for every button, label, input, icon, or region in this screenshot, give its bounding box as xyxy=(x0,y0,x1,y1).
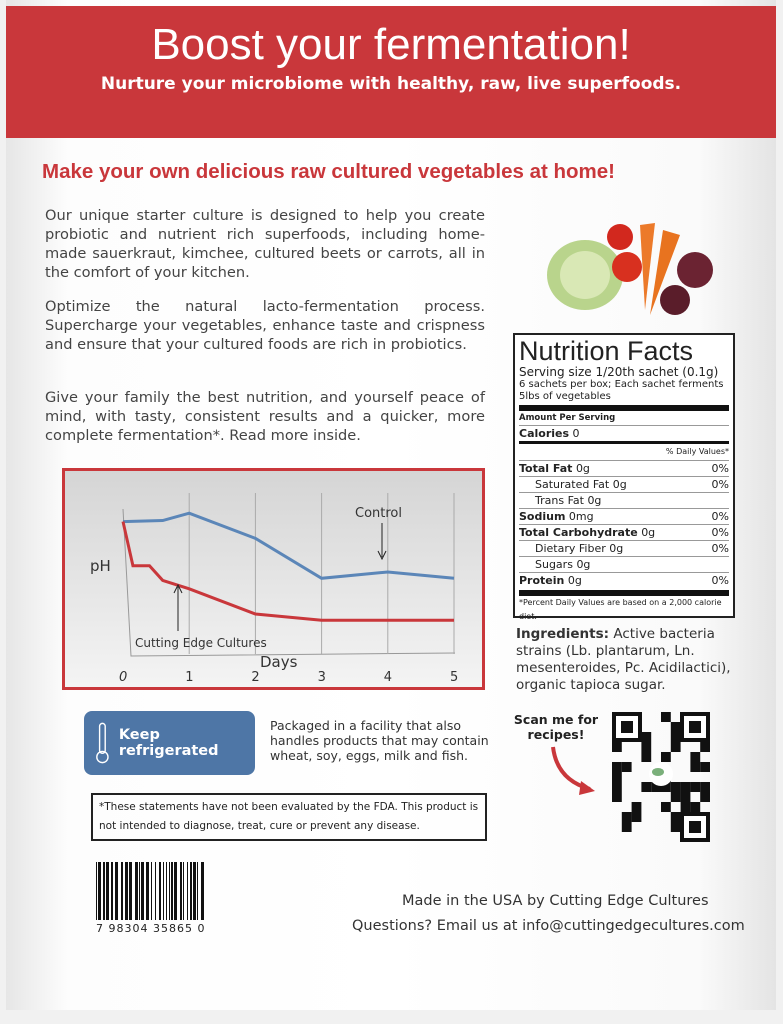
nutrient-label: Saturated Fat xyxy=(535,478,610,491)
nutrient-dv: 0% xyxy=(711,510,729,523)
nutrient-label: Sodium xyxy=(519,510,566,523)
nutrition-row: Total Fat 0g 0% xyxy=(519,460,729,476)
thermometer-icon xyxy=(96,722,109,764)
keep-refrigerated-badge: Keep refrigerated xyxy=(84,711,255,775)
paragraph: Our unique starter culture is designed t… xyxy=(45,207,485,281)
nutrition-title: Nutrition Facts xyxy=(519,336,694,366)
cec-arrow xyxy=(173,583,183,631)
allergen-statement: Packaged in a facility that also handles… xyxy=(270,718,489,763)
nutrient-value: 0g xyxy=(567,574,582,587)
ingredients-label: Ingredients: xyxy=(516,626,610,642)
x-tick-label: 4 xyxy=(384,670,392,685)
nutrition-row: Saturated Fat 0g 0% xyxy=(519,476,729,492)
series-label-cutting-edge: Cutting Edge Cultures xyxy=(135,636,267,650)
nutrient-dv: 0% xyxy=(711,526,729,539)
paragraph: Give your family the best nutrition, and… xyxy=(45,389,485,444)
control-arrow xyxy=(377,523,387,561)
made-in: Made in the USA by Cutting Edge Cultures xyxy=(402,893,709,909)
red-arrow-icon xyxy=(551,746,595,795)
nutrient-label: Sugars xyxy=(535,558,573,571)
qr-code[interactable] xyxy=(612,712,710,842)
nutrient-value: 0g xyxy=(575,462,590,475)
x-axis-label: Days xyxy=(260,653,298,671)
nutrient-label: Total Carbohydrate xyxy=(519,526,638,539)
amount-per-serving: Amount Per Serving xyxy=(519,405,729,425)
vegetables-image xyxy=(547,223,713,315)
ingredients-text: Active bacteria strains (Lb. plantarum, … xyxy=(516,626,731,693)
nutrition-row: Sugars 0g xyxy=(519,556,729,572)
nutrient-value: 0g xyxy=(612,478,627,491)
nutrient-label: Dietary Fiber xyxy=(535,542,606,555)
nutrition-row: Sodium 0mg 0% xyxy=(519,508,729,524)
banner: Boost your fermentation! Nurture your mi… xyxy=(6,6,776,138)
x-tick-label: 1 xyxy=(185,670,193,685)
nutrient-label: Trans Fat xyxy=(535,494,584,507)
nutrition-row: Dietary Fiber 0g 0% xyxy=(519,540,729,556)
x-tick-label: 2 xyxy=(251,670,259,685)
headline: Make your own delicious raw cultured veg… xyxy=(42,160,616,183)
nutrient-value: 0g xyxy=(587,494,602,507)
scan-prompt: Scan me for recipes! xyxy=(513,712,599,742)
y-axis-label: pH xyxy=(90,557,111,575)
ph-chart: pH Days 0 1 2 3 4 5 Control Cutting Edge Cult… xyxy=(62,468,485,690)
nutrition-row: Trans Fat 0g xyxy=(519,492,729,508)
ingredients: Ingredients: Active bacteria strains (Lb… xyxy=(516,626,741,694)
x-tick-label: 5 xyxy=(450,670,458,685)
nutrition-facts: Nutrition Facts Serving size 1/20th sach… xyxy=(513,333,735,621)
nutrient-value: 0mg xyxy=(568,510,594,523)
nutrition-row: Total Carbohydrate 0g 0% xyxy=(519,524,729,540)
calories-value: 0 xyxy=(572,427,580,440)
series-line-cutting-edge-cultures xyxy=(121,521,454,622)
nutrient-value: 0g xyxy=(609,542,624,555)
nutrient-value: 0g xyxy=(641,526,656,539)
nutrient-dv: 0% xyxy=(711,574,729,587)
nutrient-dv: 0% xyxy=(711,462,729,475)
dv-header: % Daily Values* xyxy=(519,441,729,460)
barcode-digits: 7 98304 35865 0 xyxy=(96,922,206,935)
nutrient-value: 0g xyxy=(576,558,591,571)
nutrition-row: Protein 0g 0% xyxy=(519,572,729,588)
contact-email[interactable]: Questions? Email us at info@cuttingedgec… xyxy=(352,918,745,934)
x-tick-label: 0 xyxy=(119,670,127,685)
paragraph: Optimize the natural lacto-fermentation … xyxy=(45,298,485,353)
serving-size: Serving size 1/20th sachet (0.1g) xyxy=(519,365,719,379)
nutrient-dv: 0% xyxy=(711,478,729,491)
calories-label: Calories xyxy=(519,427,570,440)
banner-title: Boost your fermentation! xyxy=(151,20,631,69)
keep-refrigerated-label: Keep refrigerated xyxy=(118,727,219,759)
serving-note: 6 sachets per box; Each sachet ferments … xyxy=(519,379,724,402)
nutrient-label: Protein xyxy=(519,574,565,587)
fda-disclaimer: *These statements have not been evaluate… xyxy=(91,793,487,841)
banner-subtitle: Nurture your microbiome with healthy, ra… xyxy=(100,74,682,94)
series-label-control: Control xyxy=(355,506,402,521)
x-tick-label: 3 xyxy=(318,670,326,685)
series-line-control xyxy=(122,511,455,580)
nutrient-label: Total Fat xyxy=(519,462,573,475)
nutrient-dv: 0% xyxy=(711,542,729,555)
axes xyxy=(122,508,456,657)
barcode xyxy=(96,862,204,920)
nutrition-footnote: *Percent Daily Values are based on a 2,0… xyxy=(519,590,729,624)
